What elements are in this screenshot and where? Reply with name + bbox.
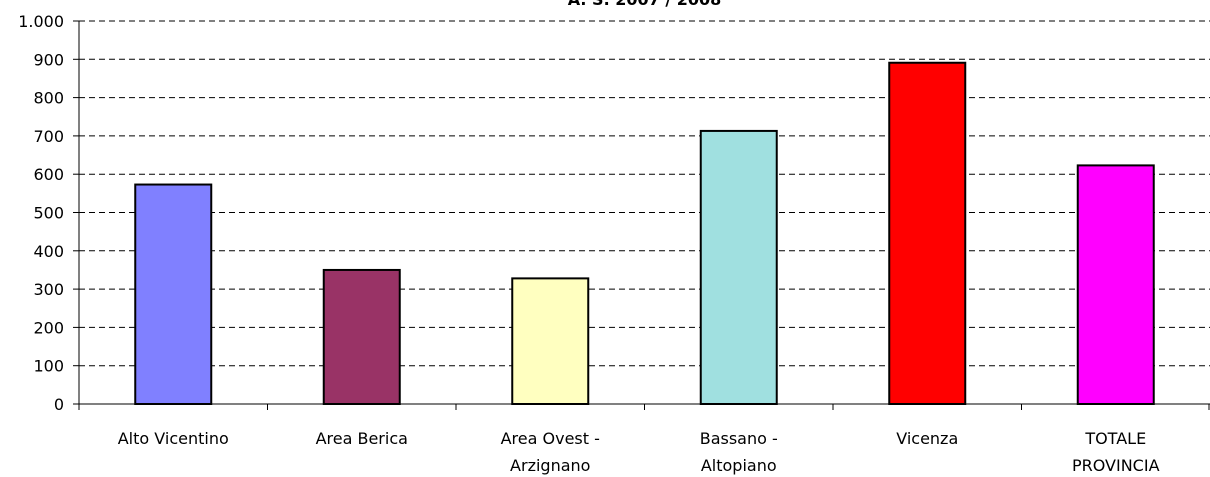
x-category-label: TOTALE	[1084, 429, 1146, 448]
x-category-label: Vicenza	[896, 429, 958, 448]
bar	[511, 277, 590, 406]
y-tick-label: 1.000	[18, 12, 64, 31]
x-category-label: Bassano -	[700, 429, 778, 448]
x-category-label: Alto Vicentino	[118, 429, 229, 448]
bar	[322, 268, 401, 406]
bar	[699, 129, 778, 406]
bars	[134, 61, 1155, 406]
gridlines	[79, 20, 1210, 367]
x-category-label: Altopiano	[701, 456, 777, 475]
y-tick-label: 400	[33, 242, 64, 261]
y-tick-label: 100	[33, 357, 64, 376]
axes	[73, 20, 1210, 410]
y-tick-labels: 0 100 200 300 400 500 600 700 800 900 1.000	[18, 12, 64, 414]
y-tick-label: 600	[33, 165, 64, 184]
bar	[888, 61, 967, 405]
y-tick-label: 700	[33, 127, 64, 146]
x-category-label: Arzignano	[510, 456, 590, 475]
y-tick-label: 0	[54, 395, 64, 414]
x-category-label: Area Berica	[316, 429, 408, 448]
y-tick-label: 900	[33, 50, 64, 69]
bar	[1076, 164, 1155, 405]
x-category-label: Area Ovest -	[501, 429, 600, 448]
y-tick-label: 800	[33, 89, 64, 108]
y-tick-label: 300	[33, 280, 64, 299]
y-tick-label: 200	[33, 318, 64, 337]
x-category-label: PROVINCIA	[1072, 456, 1160, 475]
bar	[134, 183, 213, 405]
x-category-labels: Alto Vicentino Area Berica Area Ovest - Arz…	[118, 429, 1160, 475]
chart-title: A. S. 2007 / 2008	[568, 0, 722, 9]
y-tick-label: 500	[33, 204, 64, 223]
